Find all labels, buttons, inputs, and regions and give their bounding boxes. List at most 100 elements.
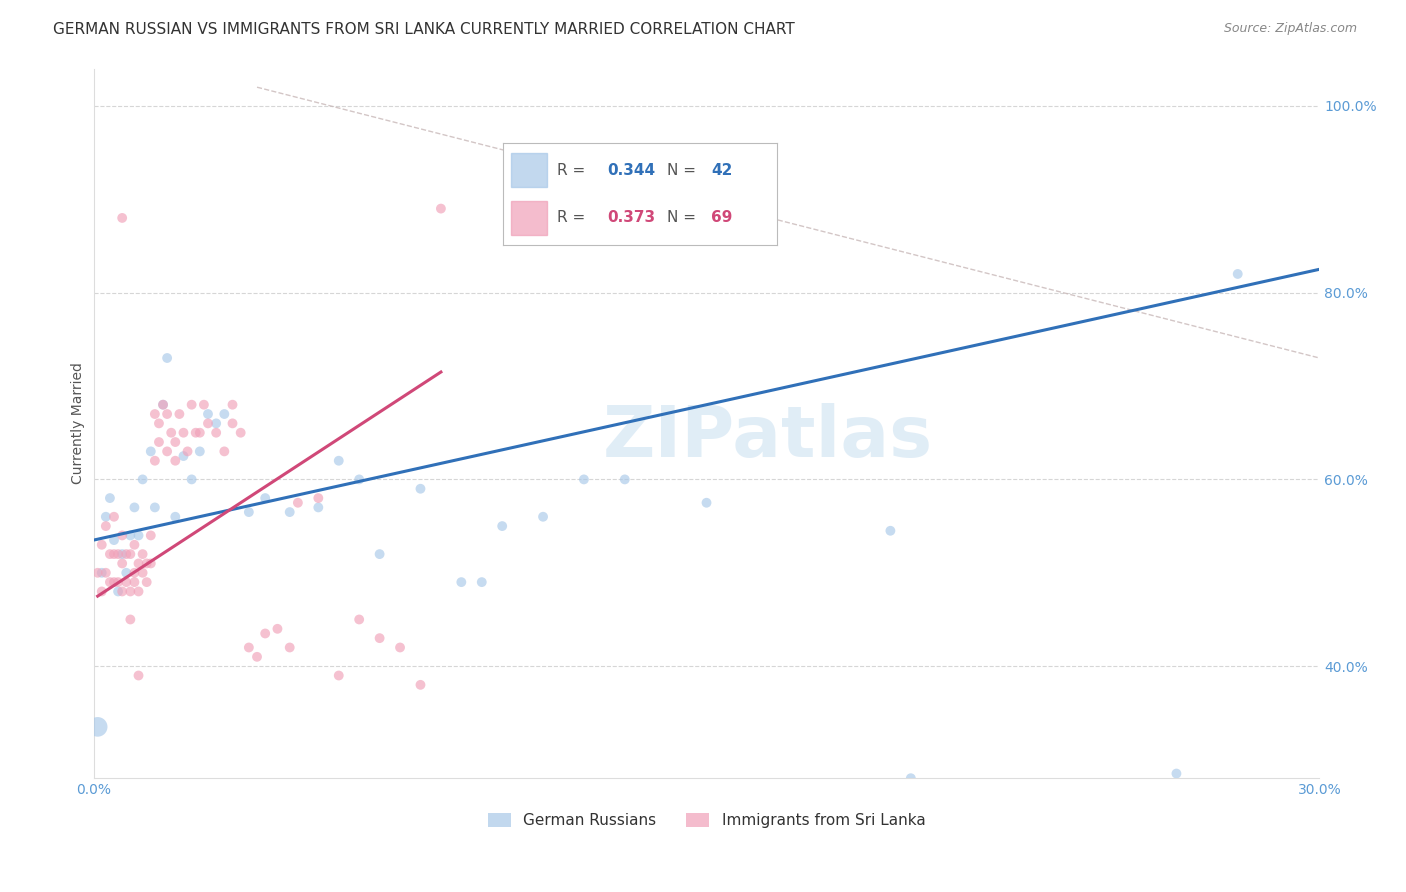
Point	[148, 435, 170, 450]
Point	[197, 407, 219, 421]
Point	[148, 417, 170, 431]
Point	[450, 575, 472, 590]
Point	[368, 631, 391, 645]
Bar	[510, 202, 547, 235]
Text: N =: N =	[666, 163, 696, 178]
Point	[90, 584, 112, 599]
Point	[103, 547, 125, 561]
Point	[254, 491, 277, 505]
Point	[94, 519, 117, 533]
Point	[278, 505, 301, 519]
Point	[188, 444, 211, 458]
Text: GERMAN RUSSIAN VS IMMIGRANTS FROM SRI LANKA CURRENTLY MARRIED CORRELATION CHART: GERMAN RUSSIAN VS IMMIGRANTS FROM SRI LA…	[53, 22, 796, 37]
Point	[152, 398, 174, 412]
Point	[107, 584, 129, 599]
Text: Source: ZipAtlas.com: Source: ZipAtlas.com	[1223, 22, 1357, 36]
Legend: German Russians, Immigrants from Sri Lanka: German Russians, Immigrants from Sri Lan…	[481, 807, 932, 834]
Point	[156, 351, 179, 365]
Text: R =: R =	[557, 163, 586, 178]
Point	[471, 575, 494, 590]
Text: N =: N =	[666, 211, 696, 225]
Point	[107, 547, 129, 561]
Point	[152, 398, 174, 412]
Point	[94, 509, 117, 524]
Point	[613, 472, 636, 486]
Point	[229, 425, 252, 440]
Point	[278, 640, 301, 655]
Point	[156, 444, 179, 458]
Point	[254, 626, 277, 640]
Text: R =: R =	[557, 211, 586, 225]
Point	[900, 771, 922, 785]
Point	[287, 496, 309, 510]
Point	[98, 491, 121, 505]
Point	[368, 547, 391, 561]
Point	[172, 425, 194, 440]
Point	[115, 575, 138, 590]
Point	[221, 398, 243, 412]
Point	[347, 472, 370, 486]
Point	[86, 720, 108, 734]
Point	[107, 575, 129, 590]
Point	[120, 547, 142, 561]
Point	[328, 668, 350, 682]
Point	[139, 444, 162, 458]
Text: ZIPatlas: ZIPatlas	[603, 403, 932, 472]
Point	[180, 472, 202, 486]
Point	[409, 482, 432, 496]
Point	[98, 575, 121, 590]
Point	[115, 547, 138, 561]
Point	[124, 538, 146, 552]
Point	[120, 584, 142, 599]
Point	[103, 533, 125, 547]
Point	[430, 202, 453, 216]
Point	[266, 622, 288, 636]
Point	[120, 528, 142, 542]
Point	[115, 566, 138, 580]
Point	[124, 566, 146, 580]
Point	[128, 557, 150, 571]
Point	[328, 454, 350, 468]
Point	[389, 640, 412, 655]
Point	[238, 505, 260, 519]
Point	[128, 584, 150, 599]
Text: 0.344: 0.344	[607, 163, 655, 178]
Point	[176, 444, 198, 458]
Point	[205, 417, 228, 431]
Point	[90, 538, 112, 552]
Point	[124, 500, 146, 515]
Point	[1166, 766, 1188, 780]
Point	[131, 547, 153, 561]
Point	[111, 584, 134, 599]
Point	[103, 575, 125, 590]
Point	[169, 407, 191, 421]
Point	[165, 435, 187, 450]
Point	[111, 547, 134, 561]
Text: 42: 42	[711, 163, 733, 178]
Point	[86, 566, 108, 580]
Point	[214, 444, 236, 458]
Point	[347, 612, 370, 626]
Point	[156, 407, 179, 421]
Text: 0.373: 0.373	[607, 211, 655, 225]
Point	[165, 454, 187, 468]
Point	[572, 472, 595, 486]
Point	[128, 528, 150, 542]
Point	[143, 407, 166, 421]
Point	[491, 519, 513, 533]
Point	[531, 509, 554, 524]
Bar	[510, 153, 547, 186]
Point	[193, 398, 215, 412]
Point	[111, 528, 134, 542]
Point	[143, 500, 166, 515]
Point	[98, 547, 121, 561]
Point	[184, 425, 207, 440]
Point	[205, 425, 228, 440]
Point	[90, 566, 112, 580]
Point	[124, 575, 146, 590]
Point	[111, 557, 134, 571]
Point	[135, 557, 157, 571]
Point	[128, 668, 150, 682]
Point	[409, 678, 432, 692]
Point	[131, 566, 153, 580]
